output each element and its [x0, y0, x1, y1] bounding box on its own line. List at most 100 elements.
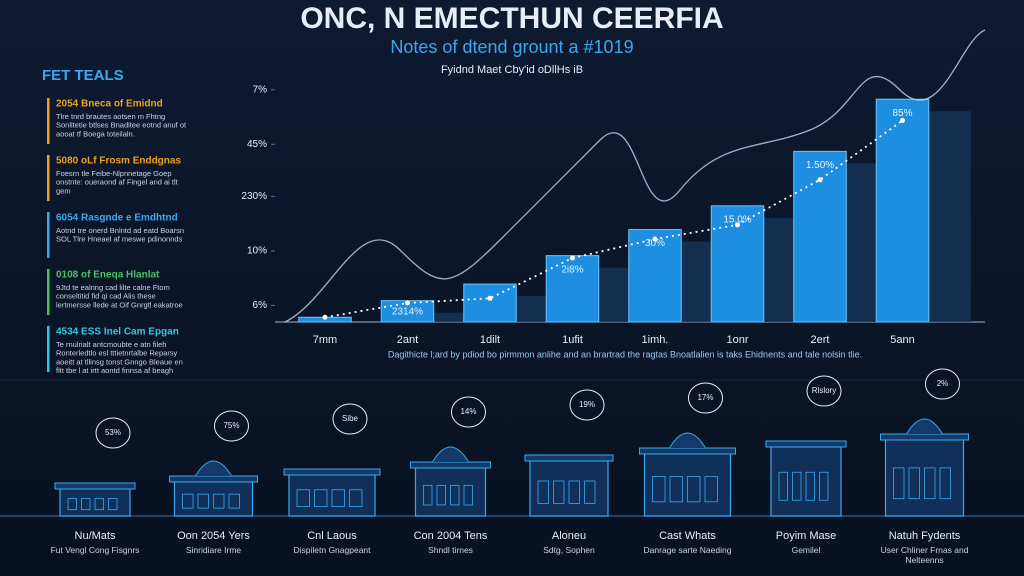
- building-caption: Sdtg, Sophen: [543, 545, 595, 555]
- building-name: Aloneu: [552, 530, 586, 542]
- building: [880, 418, 969, 517]
- title: ONC, N EMECTHUN CEERFIA: [300, 2, 723, 35]
- sidebar-item-title: 4534 ESS Inel Cam Epgan: [56, 327, 179, 338]
- y-tick-label: 230%: [241, 191, 267, 202]
- building-window: [568, 480, 580, 504]
- trend-line: [324, 119, 904, 319]
- building-name: Cnl Laous: [307, 530, 357, 542]
- badge-bubble: [214, 410, 249, 442]
- x-tick-label: 1imh.: [642, 334, 669, 346]
- building-roof: [410, 461, 491, 469]
- sidebar-item-text: 9Jtd te ealnng cad lilte calne Ftom conse…: [56, 283, 183, 309]
- building-dome: [195, 460, 232, 477]
- bar-label: 2i8%: [561, 264, 583, 275]
- badge-bubble: [688, 382, 723, 414]
- decor-wave: [284, 29, 986, 323]
- badge-text: 2%: [937, 379, 949, 388]
- building-caption: User Chliner Frnas and Nelteenns: [881, 545, 969, 565]
- building-roof: [524, 454, 614, 462]
- building-window: [805, 471, 815, 501]
- building-name: Oon 2054 Yers: [177, 530, 250, 542]
- sidebar-item-text: Te rnulrialt antcmoubte e atn fileh Ronte…: [56, 340, 183, 375]
- y-tick-label: 45%: [247, 139, 267, 150]
- subtitle: Notes of dtend grount a #1019: [390, 37, 633, 57]
- chart-note: Dagithicte l;ard by pdiod bo pirmmon anl…: [388, 349, 862, 359]
- building: [169, 460, 258, 517]
- building-caption: Danrage sarte Naeding: [644, 545, 732, 555]
- building: [54, 482, 136, 517]
- bar-label: 2314%: [392, 307, 423, 318]
- x-tick-label: 5ann: [890, 334, 914, 346]
- building-roof: [880, 433, 969, 441]
- bar: [463, 283, 517, 323]
- sidebar-accent: [47, 269, 50, 315]
- trend-point: [817, 177, 823, 183]
- badge-bubble: [95, 417, 131, 449]
- bar-shadow: [432, 312, 476, 322]
- building-name: Nu/Mats: [75, 530, 116, 542]
- chart-title: Fyidnd Maet Cby'id oDllHs iB: [441, 64, 583, 76]
- building: [639, 432, 736, 517]
- sidebar-item-text: Foesrn tle Feibe-Nlpnnetage Goep onstnte:…: [56, 169, 179, 195]
- building-window: [553, 480, 565, 504]
- bar-shadow: [927, 111, 971, 322]
- building-window: [669, 476, 683, 503]
- badge-text: 14%: [460, 407, 476, 416]
- badge-bubble: [451, 396, 486, 428]
- building: [765, 440, 847, 517]
- badge-text: 19%: [579, 400, 595, 409]
- sidebar-item-title: 5080 oLf Frosm Enddgnas: [56, 156, 181, 167]
- sidebar-item-title: 2054 Bneca of Emidnd: [56, 99, 163, 110]
- building-caption: Shndl tirnes: [428, 545, 473, 555]
- building-roof: [765, 440, 847, 448]
- y-tick-label: 10%: [247, 246, 267, 257]
- building-name: Cast Whats: [659, 530, 716, 542]
- building-window: [819, 471, 829, 501]
- badge-text: Sibe: [342, 414, 359, 423]
- building-window: [436, 484, 446, 506]
- building-caption: Fut Vengl Cong Fisgnrs: [51, 545, 140, 555]
- building-name: Poyim Mase: [776, 530, 837, 542]
- badge-bubble: [569, 389, 605, 421]
- building-window: [182, 493, 194, 509]
- sidebar-item-title: 0108 of Eneqa Hlanlat: [56, 270, 160, 281]
- building-dome: [906, 418, 943, 435]
- x-tick-label: 2ert: [811, 334, 830, 346]
- sidebar-heading: FET TEALS: [42, 67, 124, 84]
- building-caption: Sinridiare Irme: [186, 545, 242, 555]
- badge-bubble: [925, 368, 960, 400]
- building-window: [296, 489, 310, 507]
- building-window: [450, 484, 460, 506]
- trend-point: [735, 222, 740, 228]
- trend-point: [487, 295, 493, 301]
- building-window: [463, 484, 473, 506]
- trend-point: [322, 314, 328, 320]
- building-window: [939, 467, 951, 500]
- building: [283, 468, 381, 517]
- trend-point: [405, 300, 410, 306]
- bar-label: 30%: [645, 238, 665, 249]
- building-roof: [283, 468, 381, 476]
- building-window: [349, 489, 363, 507]
- bar-label: 1.50%: [806, 160, 834, 171]
- building-window: [704, 476, 718, 503]
- bar: [545, 255, 600, 323]
- x-tick-label: 7mm: [313, 334, 337, 346]
- bar: [793, 150, 847, 323]
- building-window: [314, 489, 328, 507]
- building-caption: Dispiletn Gnagpeant: [293, 545, 371, 555]
- building-window: [924, 467, 936, 500]
- building-window: [81, 498, 91, 511]
- y-tick-label: 6%: [253, 300, 268, 311]
- building-window: [67, 498, 77, 511]
- bar: [875, 98, 930, 323]
- badge-text: 75%: [223, 421, 239, 430]
- x-tick-label: 1dilt: [480, 334, 500, 346]
- building-window: [197, 493, 209, 509]
- building-roof: [169, 475, 258, 483]
- building-caption: Gemilel: [792, 545, 821, 555]
- building-window: [537, 480, 549, 504]
- sidebar-accent: [47, 212, 50, 258]
- building-window: [331, 489, 345, 507]
